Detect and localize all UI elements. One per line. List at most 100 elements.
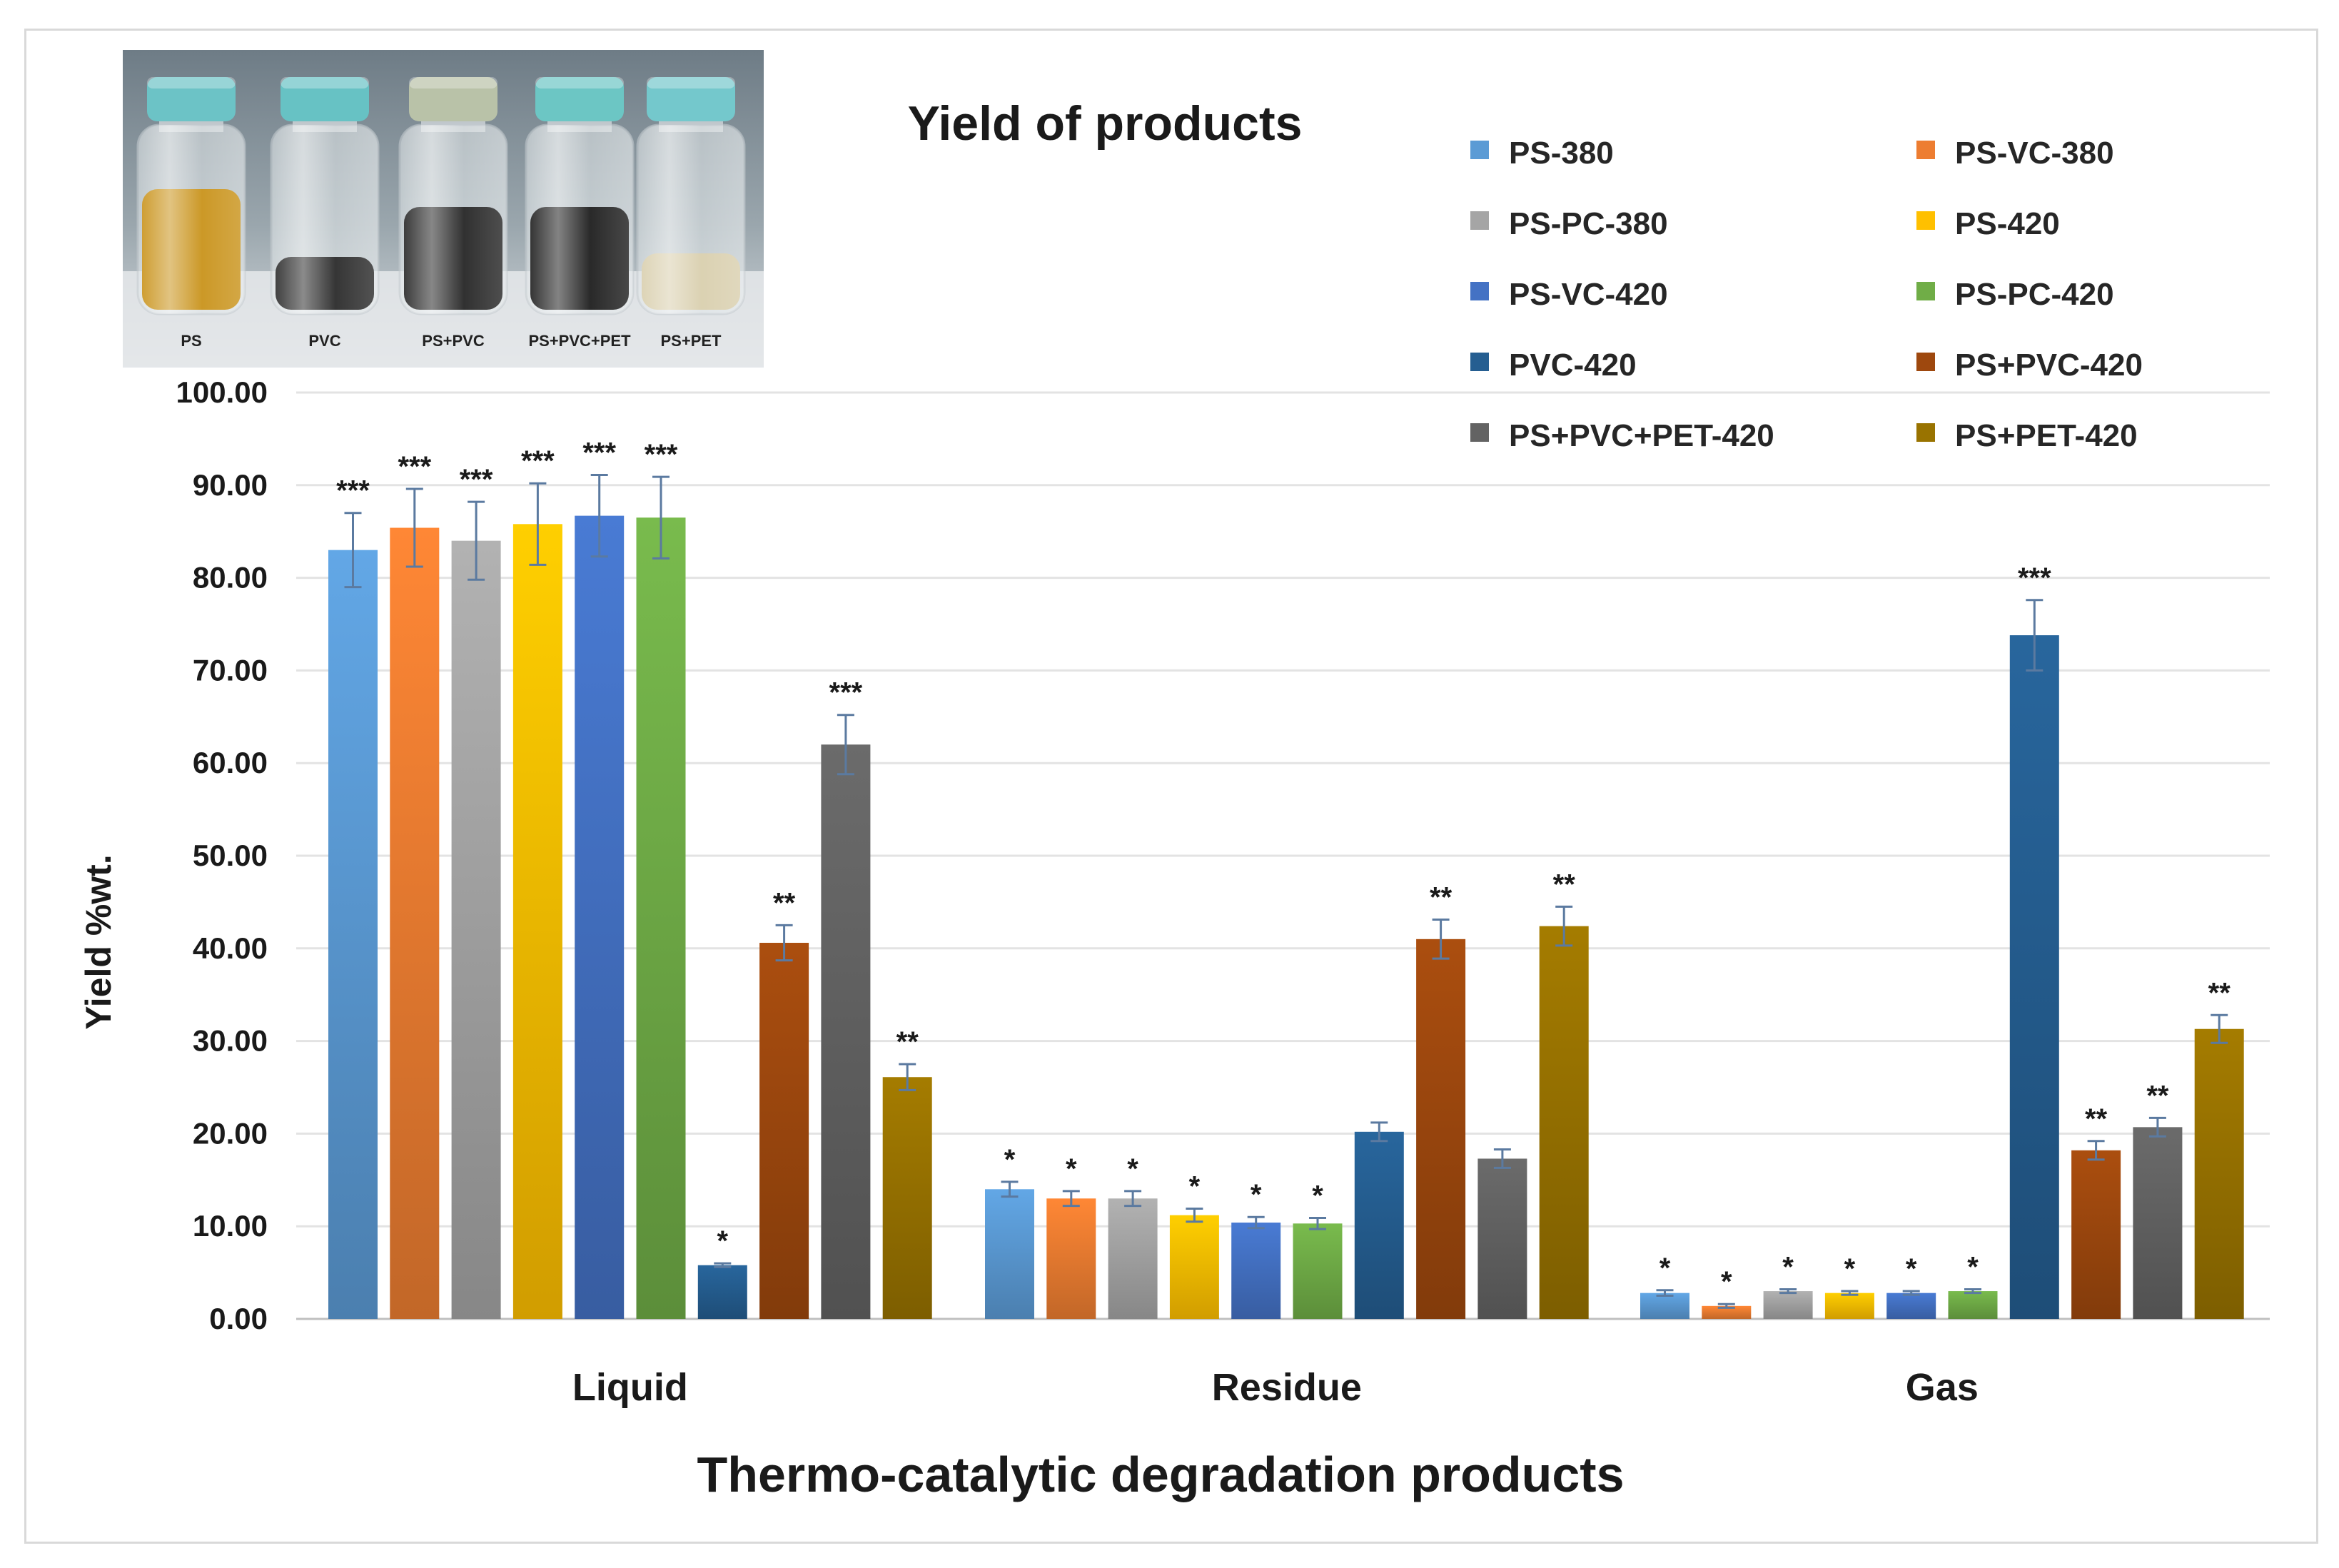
bar-gas-ps-pc-380	[1763, 1291, 1813, 1319]
legend-label: PS+PVC+PET-420	[1509, 418, 1774, 453]
legend-label: PS-420	[1955, 206, 2060, 241]
bar-residue-ps-pet-420	[1539, 926, 1589, 1319]
bar-residue-ps-420	[1169, 1215, 1219, 1319]
y-axis-title: Yield %wt.	[79, 854, 118, 1029]
significance-mark: *	[1189, 1171, 1201, 1203]
significance-mark: *	[1659, 1253, 1671, 1284]
significance-mark: *	[717, 1225, 729, 1257]
legend-swatch	[1470, 211, 1489, 230]
bar-residue-ps-pvc-420	[1416, 939, 1466, 1319]
bar-residue-pvc-420	[1354, 1131, 1404, 1319]
significance-mark: *	[1251, 1179, 1262, 1210]
bar-gas-ps-vc-420	[1886, 1293, 1936, 1319]
legend-label: PVC-420	[1509, 348, 1637, 383]
legend-label: PS-PC-380	[1509, 206, 1668, 241]
x-category-liquid: Liquid	[572, 1366, 688, 1409]
legend: PS-380 PS-VC-380 PS-PC-380 PS-420 PS-VC-420 P…	[1470, 136, 2143, 453]
legend-label: PS+PET-420	[1955, 418, 2138, 453]
bar-gas-ps-420	[1824, 1293, 1874, 1319]
significance-mark: *	[1906, 1253, 1917, 1285]
legend-label: PS+PVC-420	[1955, 348, 2143, 383]
bar-gas-ps-380	[1640, 1293, 1689, 1319]
bar-residue-ps-pvc-pet-420	[1477, 1158, 1527, 1319]
significance-mark: *	[1127, 1153, 1138, 1185]
bar-liquid-ps-pc-380	[451, 540, 501, 1320]
bar-gas-ps-vc-380	[1702, 1305, 1752, 1319]
bar-liquid-ps-420	[512, 524, 562, 1320]
bar-residue-ps-pc-420	[1293, 1223, 1343, 1319]
bar-liquid-ps-pvc-420	[759, 943, 809, 1319]
bottle-pvc	[270, 77, 380, 315]
y-tick-label: 70.00	[193, 653, 268, 687]
bar-liquid-ps-pvc-pet-420	[821, 744, 871, 1319]
bottle-label: PS+PET	[661, 332, 722, 350]
legend-swatch	[1470, 423, 1489, 442]
y-tick-label: 30.00	[193, 1024, 268, 1058]
product-bottles-photo: PS PVC PS+PVC PS+PVC+PET PS+PET	[123, 50, 764, 368]
y-tick-label: 100.00	[176, 375, 268, 409]
significance-mark: ***	[645, 439, 678, 470]
bottle-ps-pvc	[398, 77, 508, 315]
bottle-ps-pvc-pet	[525, 77, 635, 315]
y-axis-ticks: 0.00 10.00 20.00 30.00 40.00 50.00 60.00 70.00 8…	[176, 375, 268, 1335]
bottle-label: PS+PVC+PET	[528, 332, 631, 350]
y-tick-label: 40.00	[193, 931, 268, 965]
significance-mark: ***	[582, 437, 616, 469]
significance-mark: **	[1430, 882, 1453, 914]
bar-residue-ps-pc-380	[1108, 1198, 1158, 1319]
x-category-residue: Residue	[1212, 1366, 1362, 1409]
bar-gas-ps-pvc-420	[2071, 1150, 2121, 1319]
x-axis-categories: Liquid Residue Gas	[572, 1366, 1979, 1409]
chart-title: Yield of products	[908, 96, 1303, 151]
bar-residue-ps-380	[985, 1189, 1034, 1319]
gridlines	[296, 391, 2270, 1320]
significance-mark: *	[1844, 1253, 1856, 1285]
legend-label: PS-VC-380	[1955, 136, 2114, 171]
y-tick-label: 80.00	[193, 561, 268, 595]
significance-mark: ***	[336, 475, 370, 507]
legend-swatch	[1470, 141, 1489, 159]
y-tick-label: 20.00	[193, 1116, 268, 1150]
bottle-ps-pet	[636, 77, 746, 315]
significance-mark: **	[2085, 1103, 2108, 1135]
significance-mark: *	[1312, 1180, 1323, 1212]
significance-mark: **	[2208, 977, 2231, 1008]
bar-liquid-ps-vc-420	[575, 515, 625, 1319]
bar-residue-ps-vc-420	[1231, 1223, 1281, 1319]
bar-liquid-ps-pc-420	[636, 517, 686, 1319]
x-category-gas: Gas	[1906, 1366, 1979, 1409]
significance-mark: *	[1004, 1144, 1016, 1175]
legend-swatch	[1916, 353, 1935, 371]
bar-liquid-ps-pet-420	[882, 1077, 932, 1319]
significance-marks: ****** ****** *** ************ * ** * *** *** * * *…	[336, 437, 2231, 1298]
significance-mark: ***	[398, 451, 431, 482]
legend-swatch	[1916, 282, 1935, 300]
error-bars	[344, 474, 2228, 1309]
bars	[328, 515, 2244, 1320]
bottle-label: PS+PVC	[422, 332, 485, 350]
significance-mark: **	[1553, 869, 1576, 900]
legend-label: PS-VC-420	[1509, 277, 1668, 312]
significance-mark: ***	[460, 464, 493, 495]
bar-liquid-pvc-420	[697, 1265, 747, 1319]
y-tick-label: 0.00	[209, 1302, 268, 1335]
y-tick-label: 10.00	[193, 1209, 268, 1243]
bar-liquid-ps-vc-380	[390, 527, 440, 1319]
significance-mark: **	[896, 1026, 919, 1058]
legend-swatch	[1470, 282, 1489, 300]
legend-swatch	[1470, 353, 1489, 371]
significance-mark: ***	[2018, 562, 2051, 594]
y-tick-label: 60.00	[193, 746, 268, 779]
significance-mark: ***	[829, 677, 863, 709]
legend-label: PS-380	[1509, 136, 1614, 171]
significance-mark: *	[1782, 1251, 1794, 1283]
bottle-label: PVC	[308, 332, 340, 350]
bottle-label: PS	[181, 332, 201, 350]
x-axis-title: Thermo-catalytic degradation products	[697, 1447, 1624, 1502]
legend-swatch	[1916, 423, 1935, 442]
y-tick-label: 90.00	[193, 468, 268, 502]
legend-swatch	[1916, 141, 1935, 159]
bar-residue-ps-vc-380	[1046, 1198, 1096, 1319]
significance-mark: *	[1066, 1153, 1077, 1185]
